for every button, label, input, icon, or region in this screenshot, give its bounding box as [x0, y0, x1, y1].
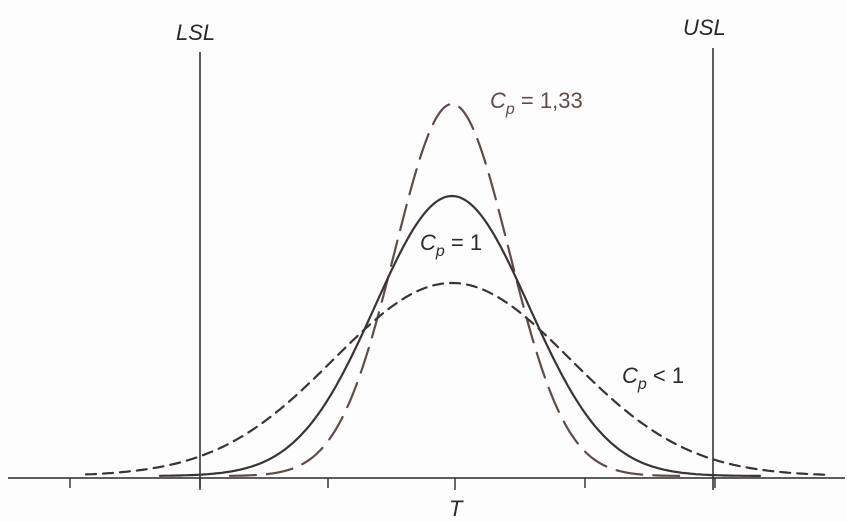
curve-cp-1: [158, 194, 762, 477]
usl-label: USL: [683, 15, 726, 40]
cp-relation: < 1: [647, 363, 684, 388]
curve-cp-1-33: [228, 102, 692, 477]
cp-symbol: C: [490, 88, 506, 113]
cp-symbol: C: [622, 363, 638, 388]
cp-subscript: p: [435, 243, 445, 260]
cp-relation: = 1,33: [515, 88, 583, 113]
cp-subscript: p: [637, 376, 647, 393]
lsl-label: LSL: [176, 20, 215, 45]
cp-subscript: p: [505, 101, 515, 118]
target-label: T: [449, 496, 464, 521]
cp-1-33-label: Cp = 1,33: [490, 88, 583, 118]
cp-symbol: C: [420, 230, 436, 255]
cp-relation: = 1: [445, 230, 482, 255]
x-axis-ticks: [69, 478, 716, 490]
cp-lt1-label: Cp < 1: [622, 363, 684, 393]
curve-cp-less-than-1: [84, 281, 830, 476]
cp-1-label: Cp = 1: [420, 230, 482, 260]
